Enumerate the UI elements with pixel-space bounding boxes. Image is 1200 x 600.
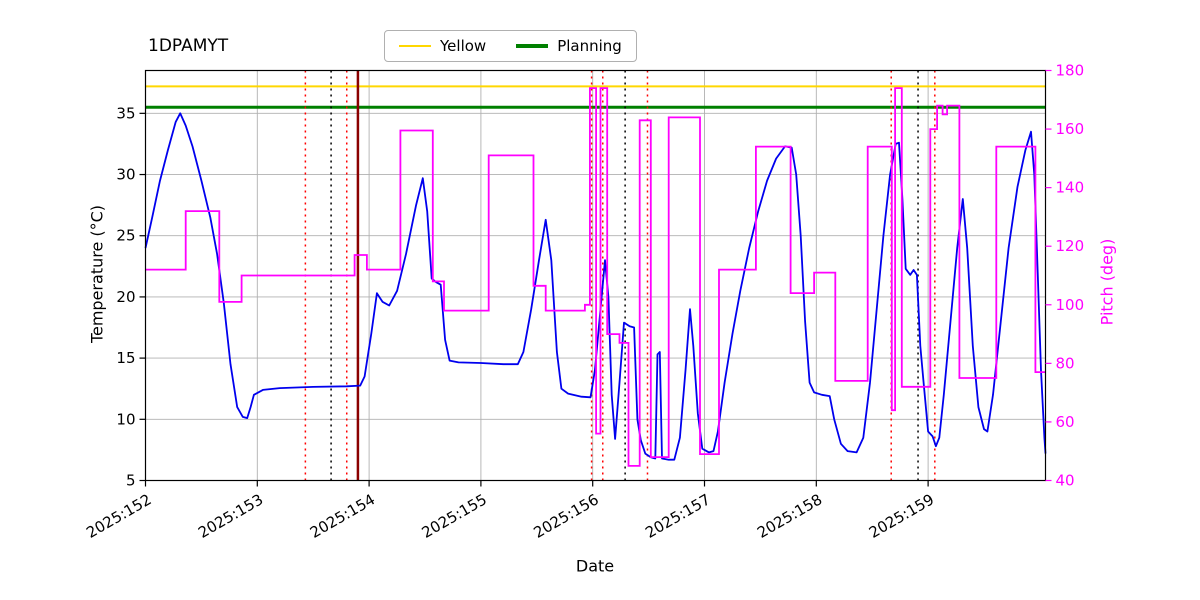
svg-text:180: 180	[1056, 62, 1085, 80]
svg-text:80: 80	[1056, 354, 1075, 372]
yellow-line-icon	[399, 44, 431, 48]
planning-line-icon	[516, 44, 549, 48]
svg-text:20: 20	[116, 288, 135, 306]
svg-text:35: 35	[116, 104, 135, 122]
svg-text:30: 30	[116, 166, 135, 184]
legend-label-planning: Planning	[557, 37, 622, 55]
y-axis-label-right: Pitch (deg)	[1097, 238, 1117, 326]
svg-text:60: 60	[1056, 413, 1075, 431]
legend: Yellow Planning	[384, 30, 637, 62]
svg-text:120: 120	[1056, 237, 1085, 255]
svg-text:2025:152: 2025:152	[83, 490, 154, 542]
x-axis-label: Date	[575, 556, 615, 576]
svg-text:160: 160	[1056, 120, 1085, 138]
legend-entry-planning: Planning	[516, 37, 622, 55]
y-axis-label-left: Temperature (°C)	[87, 204, 107, 344]
svg-text:5: 5	[126, 472, 136, 490]
svg-text:15: 15	[116, 349, 135, 367]
svg-text:2025:156: 2025:156	[530, 490, 601, 542]
svg-text:2025:154: 2025:154	[307, 490, 378, 542]
legend-label-yellow: Yellow	[440, 37, 487, 55]
svg-text:10: 10	[116, 410, 135, 428]
svg-text:2025:153: 2025:153	[195, 490, 266, 542]
svg-text:25: 25	[116, 227, 135, 245]
legend-entry-yellow: Yellow	[399, 37, 486, 55]
svg-text:40: 40	[1056, 472, 1075, 490]
svg-text:100: 100	[1056, 296, 1085, 314]
svg-text:140: 140	[1056, 179, 1085, 197]
svg-text:2025:158: 2025:158	[754, 490, 825, 542]
svg-text:2025:157: 2025:157	[642, 490, 713, 542]
svg-text:2025:159: 2025:159	[866, 490, 937, 542]
chart-title: 1DPAMYT	[148, 36, 229, 56]
svg-text:2025:155: 2025:155	[419, 490, 490, 542]
